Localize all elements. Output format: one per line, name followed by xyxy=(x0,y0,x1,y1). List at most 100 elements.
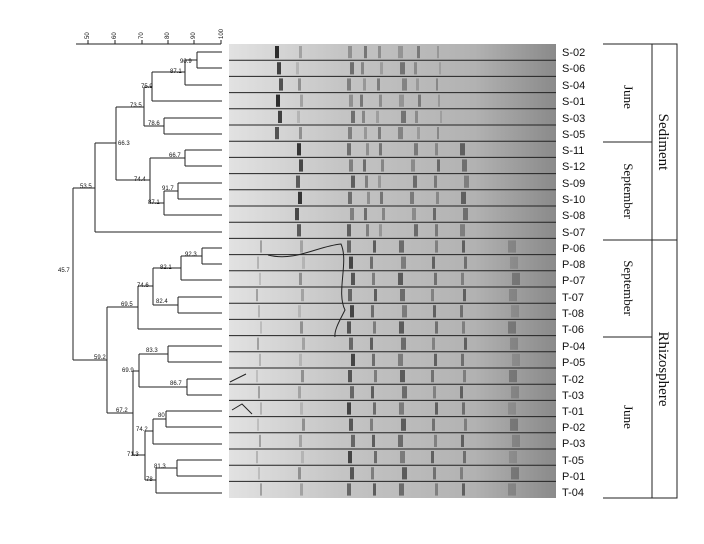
gel-band xyxy=(348,127,352,140)
gel-band xyxy=(299,353,302,366)
gel-band xyxy=(379,224,382,237)
tree-branch xyxy=(201,247,222,265)
gel-band xyxy=(461,353,464,366)
gel-band xyxy=(278,110,282,123)
sample-label: S-05 xyxy=(562,129,585,141)
gel-band xyxy=(438,94,440,107)
gel-band xyxy=(296,175,300,188)
node-value: 90.9 xyxy=(180,59,192,65)
gel-band xyxy=(373,402,376,415)
gel-band xyxy=(510,337,518,350)
gel-band xyxy=(351,175,355,188)
gel-band xyxy=(350,208,354,221)
gel-band xyxy=(372,353,375,366)
gel-band xyxy=(301,289,304,302)
node-value: 87.1 xyxy=(148,200,160,206)
gel-band xyxy=(399,321,404,334)
gel-band xyxy=(371,305,374,318)
tree-branch xyxy=(137,285,222,330)
tree-branch xyxy=(163,190,222,216)
gel-band xyxy=(463,451,466,464)
gel-band xyxy=(258,467,260,480)
gel-band xyxy=(277,62,281,75)
tree-branch xyxy=(144,430,156,481)
gel-band xyxy=(295,208,299,221)
gel-band xyxy=(371,467,374,480)
gel-band xyxy=(431,370,434,383)
node-value: 82.1 xyxy=(160,265,172,271)
tree-branch xyxy=(152,418,222,445)
gel-band xyxy=(418,94,421,107)
gel-band xyxy=(380,62,383,75)
gel-band xyxy=(413,175,417,188)
gel-band xyxy=(400,289,405,302)
gel-band xyxy=(440,110,442,123)
node-value: 67.2 xyxy=(116,408,128,414)
gel-band xyxy=(402,78,407,91)
gel-band xyxy=(411,159,415,172)
gel-band xyxy=(378,46,381,59)
sample-label: P-07 xyxy=(562,275,585,287)
sample-label: S-02 xyxy=(562,47,585,59)
gel-band xyxy=(349,256,353,269)
gel-band xyxy=(376,110,379,123)
gel-band xyxy=(460,305,463,318)
gel-band xyxy=(347,78,351,91)
gel-band xyxy=(349,418,353,431)
gel-band xyxy=(410,191,414,204)
gel-band xyxy=(435,483,438,496)
gel-band xyxy=(302,337,305,350)
season-label-sediment-september: September xyxy=(621,163,636,219)
node-value: 86.7 xyxy=(170,381,182,387)
gel-band xyxy=(414,224,418,237)
gel-crack-artifact xyxy=(267,243,346,338)
gel-band xyxy=(432,418,435,431)
tree-branch xyxy=(177,296,222,314)
gel-band xyxy=(364,46,367,59)
gel-band xyxy=(360,94,363,107)
sample-label: T-07 xyxy=(562,292,584,304)
gel-band xyxy=(414,143,418,156)
sample-label: S-03 xyxy=(562,113,585,125)
tree-branch xyxy=(94,142,222,233)
gel-band xyxy=(382,208,385,221)
gel-band xyxy=(462,483,465,496)
tree-branch xyxy=(184,149,222,167)
gel-band xyxy=(374,289,377,302)
sample-label: S-01 xyxy=(562,96,585,108)
gel-band xyxy=(433,467,436,480)
gel-band xyxy=(416,78,419,91)
gel-band xyxy=(401,337,406,350)
gel-band xyxy=(435,143,438,156)
tree-branch xyxy=(155,467,222,494)
sample-label: S-12 xyxy=(562,161,585,173)
gel-band xyxy=(463,370,466,383)
gel-band xyxy=(300,321,303,334)
node-value: 82.4 xyxy=(156,299,168,305)
node-value: 92.3 xyxy=(185,252,197,258)
node-value: 83.3 xyxy=(146,348,158,354)
sample-label: S-04 xyxy=(562,80,585,92)
sample-label: T-08 xyxy=(562,308,584,320)
gel-band xyxy=(431,289,434,302)
gel-band xyxy=(399,94,404,107)
sample-label: T-02 xyxy=(562,374,584,386)
gel-band xyxy=(512,353,520,366)
tree-branch xyxy=(151,71,222,102)
gel-band xyxy=(379,143,382,156)
gel-band xyxy=(398,272,403,285)
gel-band xyxy=(435,402,438,415)
gel-band xyxy=(414,62,417,75)
gel-band xyxy=(461,191,466,204)
gel-band xyxy=(256,289,258,302)
season-label-rhizosphere-september: September xyxy=(621,260,636,316)
gel-band xyxy=(510,418,518,431)
gel-band xyxy=(348,46,352,59)
gel-band xyxy=(258,305,260,318)
sample-label: S-11 xyxy=(562,145,584,157)
gel-band xyxy=(434,272,437,285)
gel-band xyxy=(434,175,437,188)
gel-band xyxy=(460,143,465,156)
node-value: 59.2 xyxy=(94,355,106,361)
